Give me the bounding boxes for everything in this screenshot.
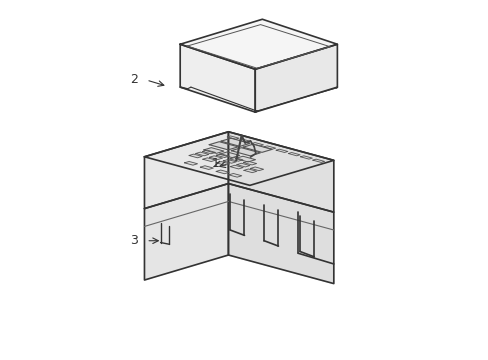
Polygon shape (300, 156, 312, 159)
Polygon shape (202, 150, 215, 154)
Polygon shape (216, 170, 229, 174)
Polygon shape (184, 162, 197, 165)
Polygon shape (228, 184, 333, 284)
Polygon shape (144, 132, 333, 185)
Polygon shape (276, 149, 287, 153)
Polygon shape (203, 148, 224, 153)
Polygon shape (209, 142, 238, 150)
Polygon shape (228, 174, 241, 177)
Polygon shape (228, 132, 333, 212)
Polygon shape (144, 184, 228, 280)
Polygon shape (180, 44, 255, 112)
Polygon shape (250, 167, 263, 171)
Text: 1: 1 (212, 157, 220, 170)
Polygon shape (229, 158, 243, 161)
Polygon shape (235, 156, 255, 162)
Text: 2: 2 (129, 73, 138, 86)
Polygon shape (255, 44, 337, 112)
Polygon shape (144, 132, 228, 208)
Polygon shape (251, 143, 263, 146)
Polygon shape (230, 165, 243, 169)
Polygon shape (231, 148, 260, 156)
Polygon shape (227, 136, 239, 139)
Polygon shape (221, 138, 249, 147)
Polygon shape (239, 139, 251, 143)
Polygon shape (288, 153, 300, 156)
Polygon shape (200, 166, 213, 170)
Polygon shape (216, 154, 229, 157)
Polygon shape (203, 158, 215, 162)
Polygon shape (244, 169, 256, 173)
Polygon shape (243, 161, 256, 165)
Polygon shape (264, 146, 275, 149)
Polygon shape (195, 152, 208, 156)
Polygon shape (312, 159, 324, 162)
Polygon shape (243, 144, 271, 152)
Polygon shape (209, 156, 222, 159)
Polygon shape (223, 159, 236, 163)
Polygon shape (189, 154, 202, 158)
Polygon shape (216, 162, 229, 165)
Polygon shape (219, 152, 239, 158)
Text: 3: 3 (129, 234, 138, 247)
Polygon shape (180, 19, 337, 69)
Polygon shape (236, 163, 249, 167)
